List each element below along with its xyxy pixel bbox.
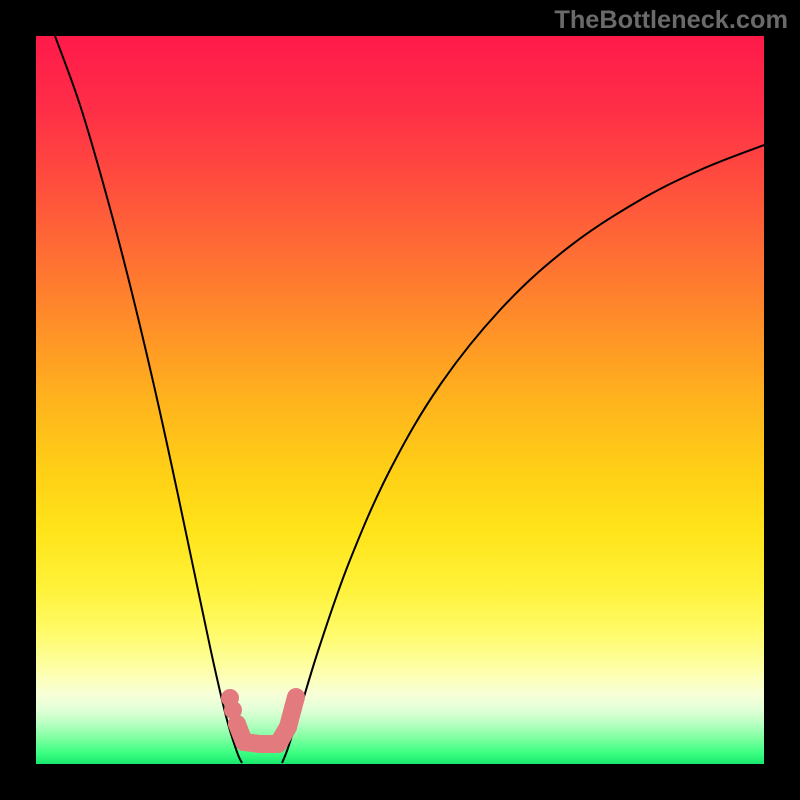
highlight-segment <box>293 697 296 708</box>
plot-background-gradient <box>36 36 764 764</box>
bottleneck-chart <box>0 0 800 800</box>
watermark-text: TheBottleneck.com <box>554 6 788 35</box>
highlight-marker <box>228 715 246 733</box>
